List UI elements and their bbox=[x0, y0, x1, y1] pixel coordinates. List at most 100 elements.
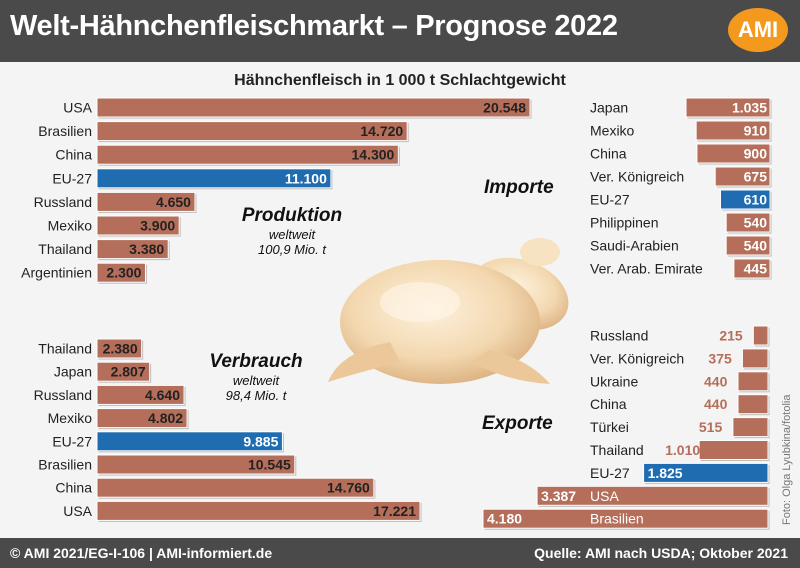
importe-value-label: 445 bbox=[744, 261, 768, 277]
produktion-title: Produktion bbox=[241, 205, 343, 226]
exporte-bar bbox=[698, 440, 769, 460]
verbrauch-category-label: Brasilien bbox=[38, 457, 92, 473]
produktion-category-label: China bbox=[55, 147, 92, 163]
produktion-bar bbox=[96, 144, 399, 165]
importe-value-label: 910 bbox=[744, 123, 768, 139]
importe-value-label: 610 bbox=[744, 192, 768, 208]
importe-bar bbox=[695, 120, 771, 141]
verbrauch-label: Verbrauch weltweit 98,4 Mio. t bbox=[186, 351, 326, 403]
importe-category-label: China bbox=[590, 146, 627, 162]
verbrauch-bar bbox=[96, 384, 185, 405]
verbrauch-category-label: USA bbox=[63, 503, 92, 519]
footer-source: Quelle: AMI nach USDA; Oktober 2021 bbox=[534, 545, 788, 561]
exporte-bar bbox=[643, 462, 769, 483]
exporte-bar bbox=[737, 371, 769, 392]
produktion-value-label: 14.300 bbox=[352, 147, 395, 163]
produktion-line2: 100,9 Mio. t bbox=[258, 242, 326, 257]
importe-value-label: 540 bbox=[744, 215, 768, 231]
exporte-value-label: 440 bbox=[704, 396, 728, 412]
verbrauch-bar bbox=[96, 477, 375, 498]
produktion-bar bbox=[96, 168, 332, 189]
produktion-category-label: Mexiko bbox=[48, 218, 93, 234]
produktion-line1: weltweit bbox=[268, 227, 316, 242]
exporte-value-label: 3.387 bbox=[541, 488, 576, 504]
exporte-bar bbox=[752, 325, 769, 346]
importe-bar bbox=[733, 258, 771, 279]
exporte-category-label: Brasilien bbox=[590, 511, 644, 527]
produktion-bar bbox=[96, 239, 169, 260]
verbrauch-value-label: 10.545 bbox=[248, 457, 291, 473]
produktion-category-label: EU-27 bbox=[52, 170, 92, 186]
produktion-category-label: Russland bbox=[34, 194, 92, 210]
verbrauch-category-label: China bbox=[55, 480, 92, 496]
footer-bar: © AMI 2021/EG-I-106 | AMI-informiert.de … bbox=[0, 538, 800, 568]
verbrauch-category-label: Russland bbox=[34, 387, 92, 403]
produktion-value-label: 11.100 bbox=[285, 170, 327, 186]
exporte-label: Exporte bbox=[482, 413, 553, 434]
exporte-value-label: 515 bbox=[699, 419, 723, 435]
verbrauch-line1: weltweit bbox=[232, 373, 280, 388]
exporte-category-label: USA bbox=[590, 488, 619, 504]
importe-bar bbox=[725, 212, 771, 233]
produktion-category-label: USA bbox=[63, 100, 92, 116]
verbrauch-category-label: Japan bbox=[54, 364, 92, 380]
verbrauch-value-label: 17.221 bbox=[373, 503, 416, 519]
produktion-bar bbox=[96, 215, 180, 236]
importe-value-label: 540 bbox=[744, 238, 768, 254]
exporte-value-label: 4.180 bbox=[487, 511, 522, 527]
produktion-value-label: 3.380 bbox=[129, 241, 164, 257]
exporte-value-label: 1.010 bbox=[665, 442, 700, 458]
chart-subtitle: Hähnchenfleisch in 1 000 t Schlachtgewic… bbox=[234, 72, 566, 89]
importe-value-label: 1.035 bbox=[732, 100, 767, 116]
importe-category-label: Ver. Arab. Emirate bbox=[590, 261, 703, 277]
ami-logo: AMI bbox=[728, 8, 788, 52]
produktion-bar bbox=[96, 97, 531, 118]
produktion-category-label: Brasilien bbox=[38, 123, 92, 139]
logo-text: AMI bbox=[737, 17, 779, 42]
importe-bar bbox=[685, 97, 771, 118]
verbrauch-category-label: Thailand bbox=[38, 341, 92, 357]
produktion-value-label: 4.650 bbox=[156, 194, 191, 210]
exporte-category-label: Russland bbox=[590, 328, 648, 344]
importe-bar bbox=[719, 189, 771, 210]
verbrauch-bar bbox=[96, 361, 151, 382]
importe-category-label: EU-27 bbox=[590, 192, 630, 208]
exporte-value-label: 375 bbox=[708, 350, 732, 366]
verbrauch-bar bbox=[96, 338, 143, 359]
verbrauch-line2: 98,4 Mio. t bbox=[225, 388, 287, 403]
exporte-category-label: Ukraine bbox=[590, 373, 638, 389]
produktion-category-label: Thailand bbox=[38, 241, 92, 257]
importe-bar bbox=[696, 143, 771, 164]
importe-category-label: Ver. Königreich bbox=[590, 169, 684, 185]
produktion-value-label: 14.720 bbox=[360, 123, 403, 139]
page-title: Welt-Hähnchenfleischmarkt – Prognose 202… bbox=[10, 10, 618, 42]
exporte-category-label: Türkei bbox=[590, 419, 629, 435]
exporte-value-label: 440 bbox=[704, 373, 728, 389]
exporte-value-label: 1.825 bbox=[648, 465, 683, 481]
produktion-bar bbox=[96, 262, 146, 283]
verbrauch-value-label: 4.640 bbox=[145, 387, 180, 403]
verbrauch-category-label: EU-27 bbox=[52, 433, 92, 449]
verbrauch-value-label: 2.807 bbox=[111, 364, 146, 380]
exporte-value-label: 215 bbox=[719, 328, 743, 344]
verbrauch-title: Verbrauch bbox=[209, 351, 303, 372]
importe-bar bbox=[714, 166, 771, 187]
exporte-category-label: Thailand bbox=[590, 442, 644, 458]
footer-copyright: © AMI 2021/EG-I-106 | AMI-informiert.de bbox=[10, 545, 273, 561]
verbrauch-value-label: 4.802 bbox=[148, 410, 183, 426]
photo-credit: Foto: Olga Lyubkina/fotolia bbox=[781, 394, 793, 525]
exporte-bar bbox=[737, 394, 769, 415]
produktion-value-label: 3.900 bbox=[140, 218, 175, 234]
verbrauch-value-label: 9.885 bbox=[243, 433, 278, 449]
importe-value-label: 900 bbox=[744, 146, 768, 162]
verbrauch-value-label: 2.380 bbox=[103, 341, 138, 357]
exporte-category-label: EU-27 bbox=[590, 465, 630, 481]
produktion-label: Produktion weltweit 100,9 Mio. t bbox=[222, 205, 362, 257]
produktion-bar bbox=[96, 191, 196, 212]
importe-label: Importe bbox=[484, 177, 554, 198]
importe-value-label: 675 bbox=[744, 169, 768, 185]
verbrauch-bar bbox=[96, 500, 421, 521]
verbrauch-category-label: Mexiko bbox=[48, 410, 93, 426]
